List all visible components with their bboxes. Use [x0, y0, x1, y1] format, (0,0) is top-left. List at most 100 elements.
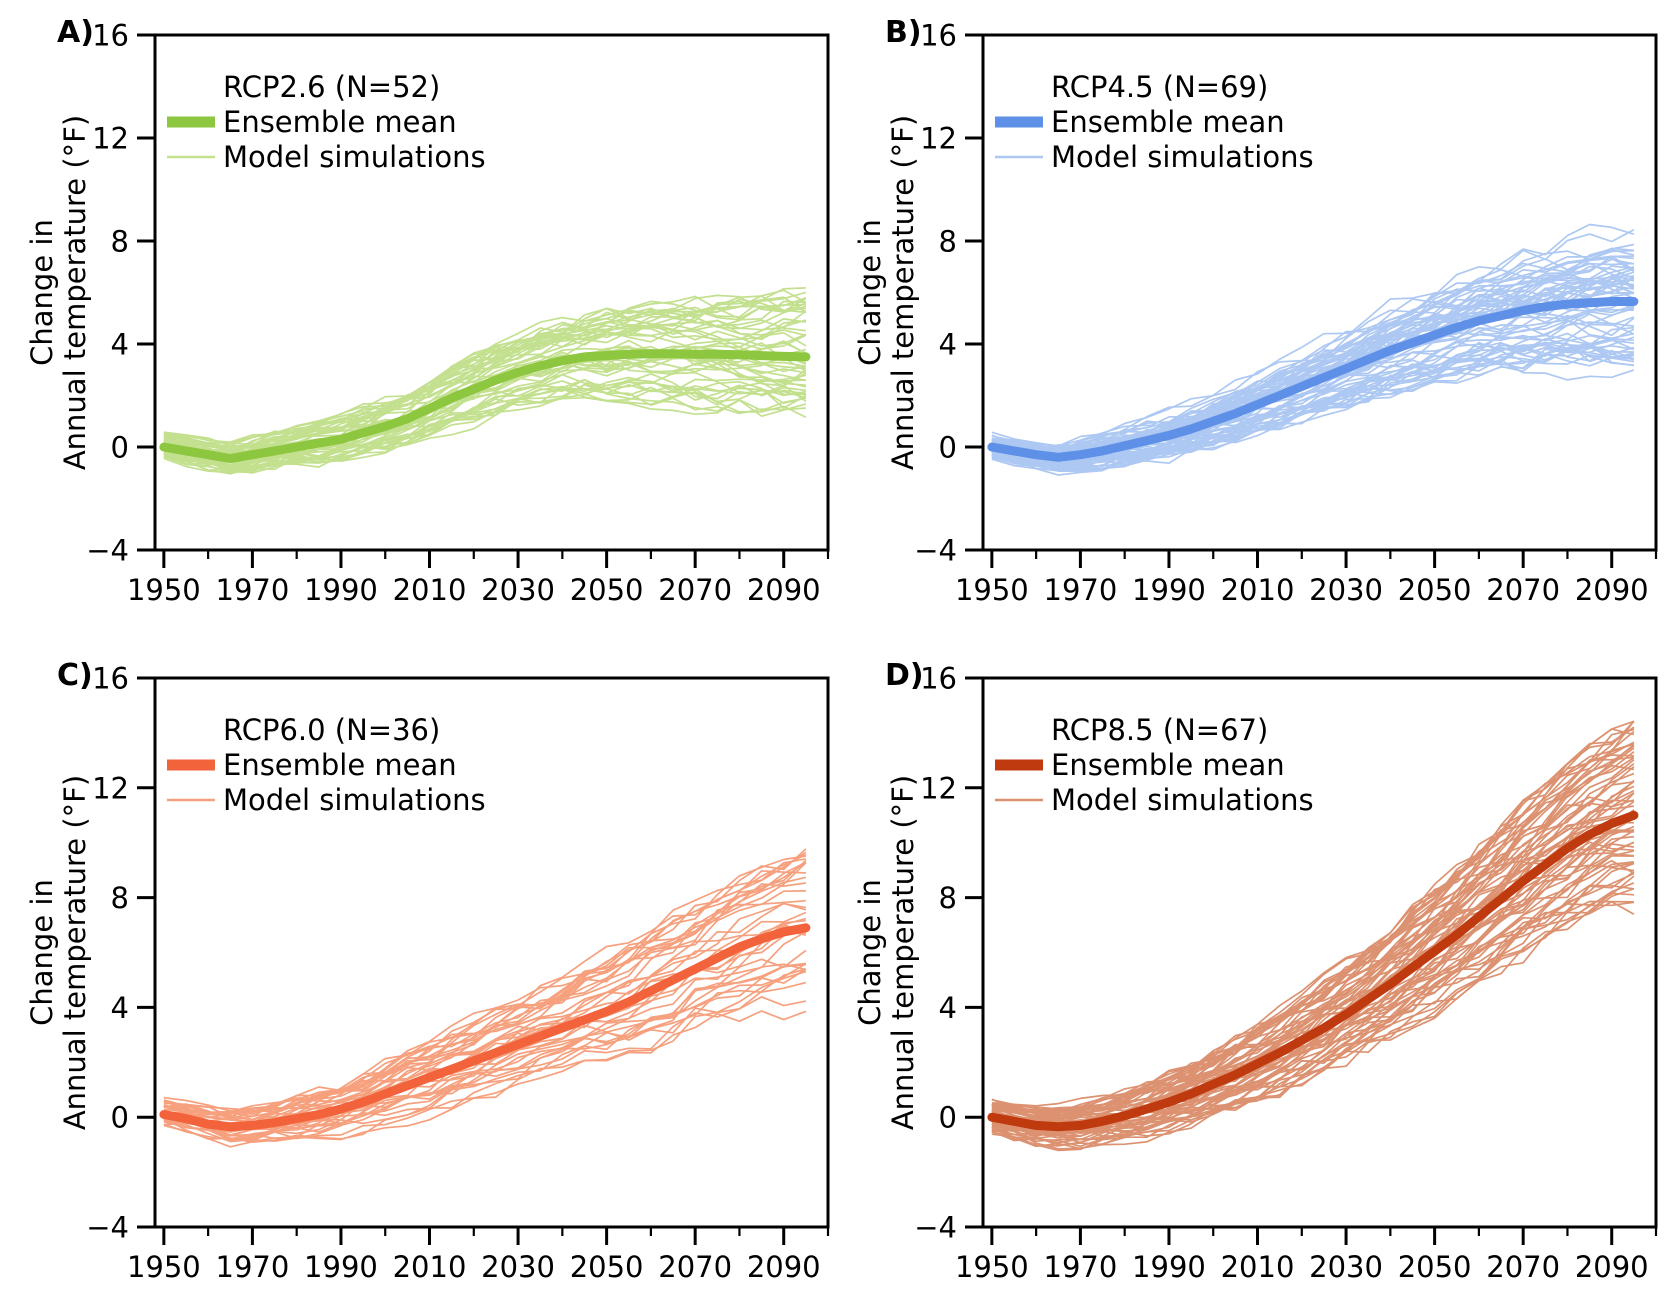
- model-simulation-line: [991, 850, 1635, 1134]
- y-tick-label: 8: [111, 881, 129, 915]
- model-simulation-line: [991, 792, 1635, 1125]
- x-tick-label: 1990: [1132, 573, 1206, 607]
- y-tick-label: −4: [914, 1211, 957, 1245]
- model-simulation-line: [163, 996, 807, 1143]
- panel-d-ylabel-line2: Annual temperature (°F): [886, 775, 920, 1130]
- x-tick-label: 2010: [393, 1250, 467, 1284]
- x-tick-label: 2010: [393, 573, 467, 607]
- x-tick-label: 2010: [1221, 573, 1295, 607]
- panel-b-ylabel-line2: Annual temperature (°F): [886, 115, 920, 470]
- model-simulation-line: [991, 764, 1635, 1116]
- y-tick-label: 16: [92, 662, 129, 696]
- panel-d-legend-sims-label: Model simulations: [1051, 783, 1314, 817]
- y-tick-label: 12: [920, 771, 957, 805]
- y-tick-label: 8: [111, 225, 129, 259]
- model-simulation-line: [991, 350, 1634, 471]
- model-simulation-line: [991, 841, 1634, 1136]
- panel-d-legend-title: RCP8.5 (N=67): [1051, 713, 1268, 747]
- y-tick-label: 0: [111, 431, 129, 465]
- model-simulation-line: [991, 901, 1635, 1148]
- x-tick-label: 2030: [481, 1250, 555, 1284]
- x-tick-label: 1950: [955, 1250, 1029, 1284]
- panel-b: 16 12 8 4 0 −4 1950 1970 1990 2010 2030 2050 2070 209…: [914, 19, 1658, 607]
- panel-c: 16 12 8 4 0 −4 1950 1970 1990 2010 2030 2050 2070 209…: [86, 662, 830, 1284]
- panel-c-ylabel-line2: Annual temperature (°F): [58, 775, 92, 1130]
- x-tick-label: 2090: [1575, 573, 1649, 607]
- model-simulation-line: [163, 851, 807, 1114]
- panel-c-letter: C): [57, 658, 93, 693]
- model-simulation-line: [163, 371, 807, 471]
- panel-b-legend-mean-label: Ensemble mean: [1051, 105, 1285, 139]
- model-simulation-line: [163, 876, 807, 1119]
- y-tick-label: −4: [914, 534, 957, 568]
- model-simulation-line: [991, 841, 1635, 1134]
- y-tick-label: 12: [92, 771, 129, 805]
- panel-b-ylabel-line1: Change in: [853, 219, 887, 366]
- plot-border: [153, 33, 830, 552]
- model-simulation-line: [991, 274, 1635, 458]
- panel-a: 16 12 8 4 0 −4 1950 1970 1990 2010 2030 2050 2070 209…: [86, 19, 830, 607]
- x-tick-label: 2030: [481, 573, 555, 607]
- x-tick-label: 2050: [570, 573, 644, 607]
- model-simulation-line: [991, 791, 1635, 1120]
- panel-c-legend-sims-label: Model simulations: [223, 783, 486, 817]
- model-simulation-line: [163, 320, 806, 457]
- ensemble-mean-line: [159, 349, 811, 464]
- panel-a-legend-title: RCP2.6 (N=52): [223, 70, 440, 104]
- x-tick-label: 1970: [1044, 573, 1118, 607]
- model-simulation-line: [163, 859, 807, 1120]
- model-simulation-line: [991, 751, 1635, 1117]
- x-tick-label: 2090: [1575, 1250, 1649, 1284]
- model-simulation-line: [163, 378, 807, 474]
- panel-a-ylabel-line1: Change in: [25, 219, 59, 366]
- x-tick-label: 2070: [658, 573, 732, 607]
- y-tick-label: −4: [86, 534, 129, 568]
- panel-b-legend-title: RCP4.5 (N=69): [1051, 70, 1268, 104]
- model-simulation-line: [991, 332, 1634, 469]
- panel-a-ylabel-line2: Annual temperature (°F): [58, 115, 92, 470]
- x-tick-label: 1990: [304, 1250, 378, 1284]
- x-tick-label: 2030: [1309, 573, 1383, 607]
- plot-border: [981, 33, 1658, 552]
- x-tick-label: 1970: [216, 1250, 290, 1284]
- y-tick-label: 4: [111, 328, 129, 362]
- model-simulation-line: [991, 754, 1634, 1118]
- model-simulation-line: [163, 911, 807, 1121]
- x-tick-label: 2090: [747, 573, 821, 607]
- ensemble-mean-line: [987, 297, 1639, 462]
- model-simulation-line: [163, 899, 806, 1125]
- model-simulation-line: [163, 329, 807, 456]
- panel-b-letter: B): [885, 15, 922, 50]
- panel-d: 16 12 8 4 0 −4 1950 1970 1990 2010 2030 2050 2070 209…: [914, 662, 1658, 1284]
- model-simulation-line: [991, 243, 1635, 452]
- x-tick-label: 2050: [1398, 573, 1472, 607]
- x-tick-label: 1970: [216, 573, 290, 607]
- x-tick-label: 2050: [1398, 1250, 1472, 1284]
- generated-chart-layer: 16 12 8 4 0 −4 1950 1970 1990 2010 2030 2050 2070 209…: [86, 19, 1658, 1284]
- model-simulation-line: [991, 247, 1634, 452]
- ensemble-mean-line: [159, 923, 811, 1132]
- x-tick-label: 2010: [1221, 1250, 1295, 1284]
- y-tick-label: 0: [939, 431, 957, 465]
- model-simulation-line: [163, 297, 807, 449]
- model-simulation-line: [163, 294, 807, 448]
- y-tick-label: 8: [939, 225, 957, 259]
- panel-d-ylabel-line1: Change in: [853, 879, 887, 1026]
- y-tick-label: 12: [920, 122, 957, 156]
- plot-border: [153, 676, 830, 1229]
- model-simulation-line: [163, 968, 807, 1141]
- panel-d-legend-mean-label: Ensemble mean: [1051, 748, 1285, 782]
- panel-d-letter: D): [885, 658, 924, 693]
- model-simulation-line: [991, 799, 1634, 1124]
- model-simulation-line: [163, 861, 807, 1121]
- panel-a-legend-sims-label: Model simulations: [223, 140, 486, 174]
- y-tick-label: 4: [939, 328, 957, 362]
- x-tick-label: 2090: [747, 1250, 821, 1284]
- y-tick-label: 8: [939, 881, 957, 915]
- model-simulation-line: [991, 223, 1635, 447]
- plot-border: [981, 676, 1658, 1229]
- panel-a-letter: A): [57, 15, 94, 50]
- x-tick-label: 2070: [658, 1250, 732, 1284]
- model-simulation-line: [163, 870, 806, 1120]
